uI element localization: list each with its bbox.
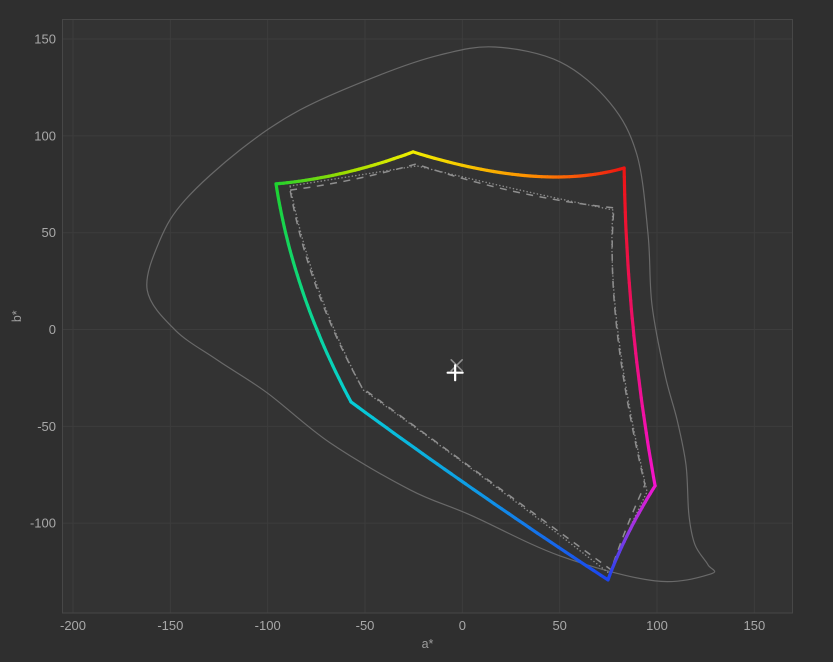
- target-dotted-path: [289, 165, 648, 576]
- x-tick-label: -150: [157, 618, 183, 633]
- visible-spectrum-locus: [146, 46, 716, 583]
- white-point-measured: [446, 364, 464, 382]
- measured-gamut-segment: [274, 182, 279, 192]
- y-tick-label: -100: [30, 516, 56, 531]
- x-tick-label: 50: [552, 618, 566, 633]
- plot-border: [62, 19, 793, 614]
- plot-background: [62, 19, 793, 613]
- x-tick-label: -100: [255, 618, 281, 633]
- y-tick-label: -50: [37, 419, 56, 434]
- x-tick-label: -200: [60, 618, 86, 633]
- cross-icon: [450, 359, 464, 372]
- y-axis-title: b*: [10, 310, 24, 322]
- y-tick-label: 150: [34, 32, 56, 47]
- spectrum-locus-path: [146, 46, 716, 583]
- x-tick-label: 0: [459, 618, 466, 633]
- white-point-markers: [446, 359, 464, 382]
- y-tick-label: 100: [34, 128, 56, 143]
- x-axis-title: a*: [422, 637, 434, 651]
- x-tick-label: -50: [356, 618, 375, 633]
- x-axis-tick-labels: -200 -150 -100 -50 0 50 100 150: [60, 618, 765, 633]
- white-point-target: [450, 359, 464, 372]
- y-axis-tick-labels: 150 100 50 0 -50 -100: [30, 32, 56, 531]
- y-tick-label: 0: [49, 322, 56, 337]
- y-tick-label: 50: [42, 225, 56, 240]
- measured-gamut-outline: [274, 150, 657, 582]
- x-tick-label: 150: [743, 618, 765, 633]
- grid-layer: [62, 19, 793, 613]
- target-gamut-dotted: [289, 165, 648, 576]
- x-tick-label: 100: [646, 618, 668, 633]
